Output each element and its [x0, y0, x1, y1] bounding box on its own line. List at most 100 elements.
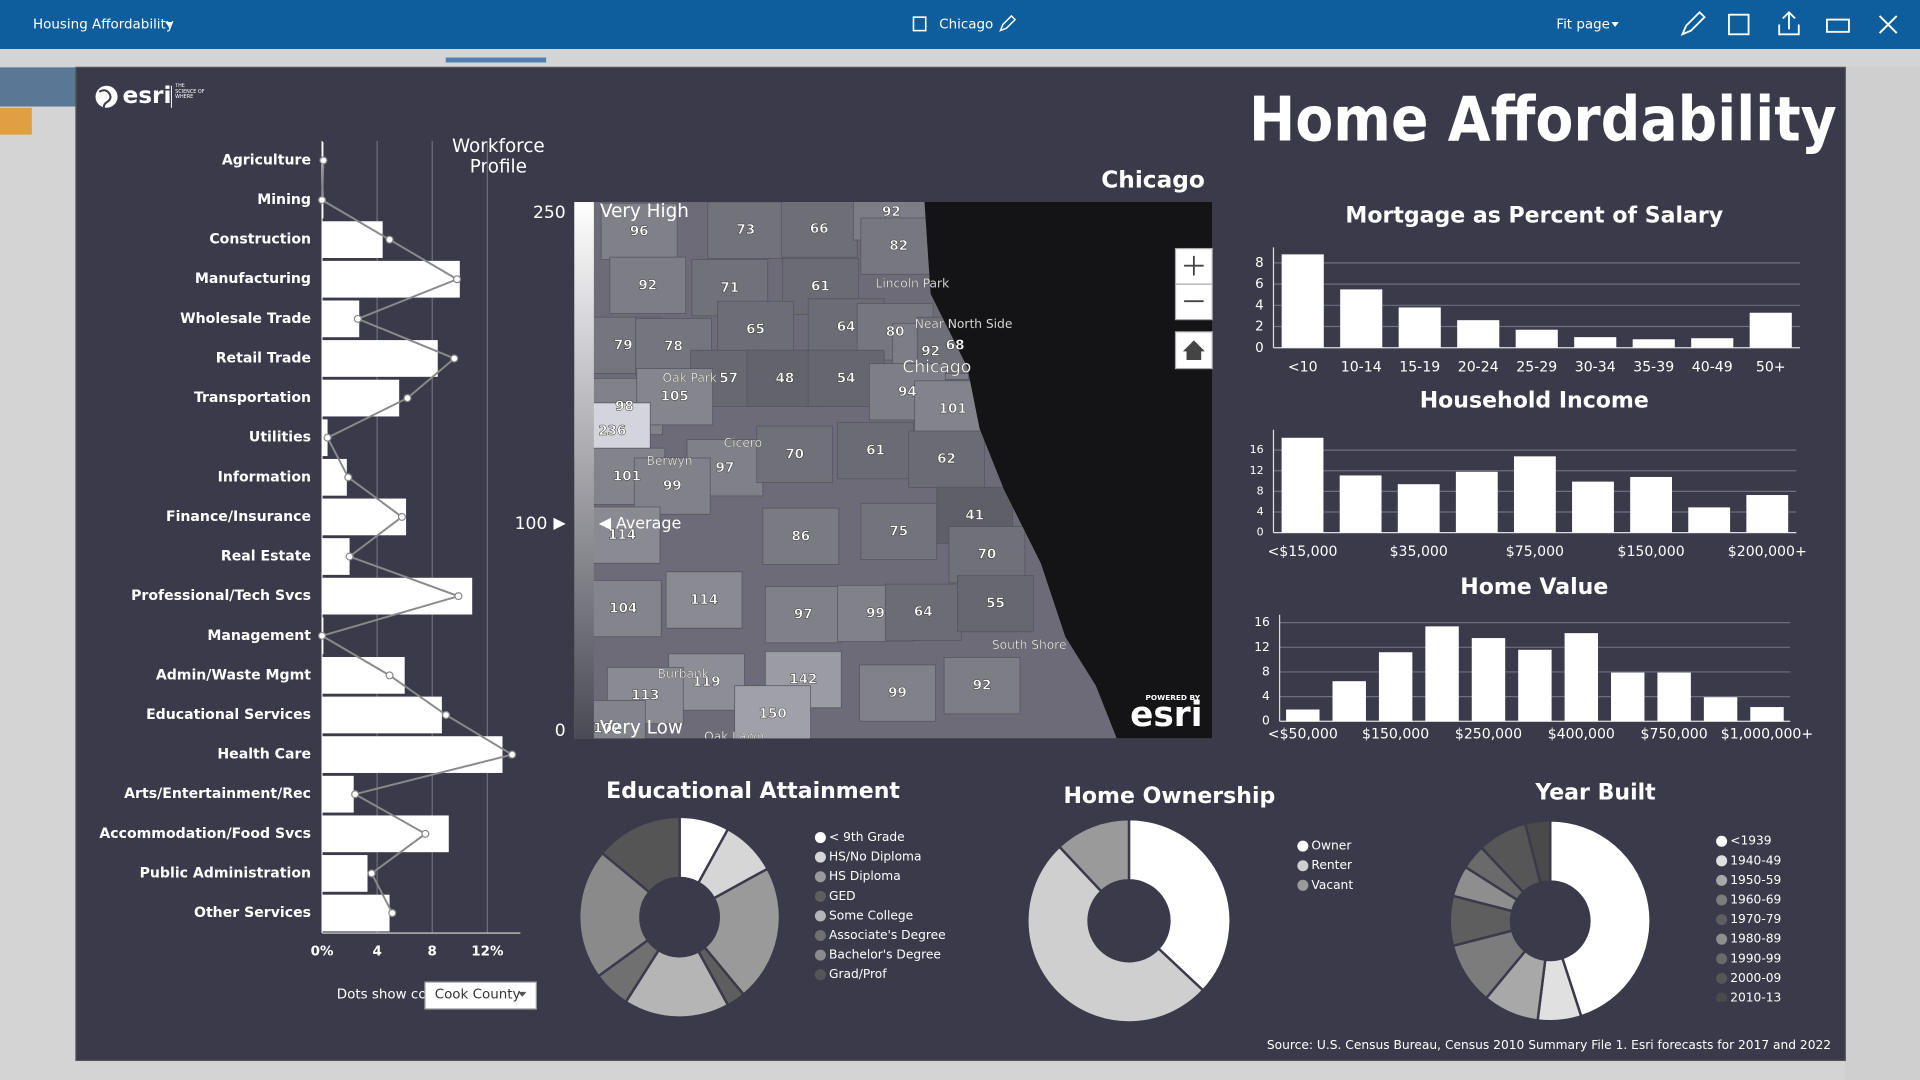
y-tick-label: 12	[1250, 464, 1264, 477]
area-value-label: 114	[608, 528, 636, 543]
share-icon[interactable]	[1778, 10, 1800, 36]
category-label: Management	[207, 628, 311, 644]
bar	[1750, 707, 1784, 722]
comparison-dot	[388, 909, 397, 918]
area-value-label: 79	[614, 338, 633, 353]
x-tick-label: $35,000	[1390, 544, 1448, 560]
x-tick-label: $200,000+	[1728, 544, 1807, 560]
edit-title-icon[interactable]	[999, 14, 1017, 32]
legend-swatch	[1297, 840, 1309, 852]
edit-icon[interactable]	[1680, 10, 1706, 37]
area-value-label: 61	[866, 444, 885, 459]
zoom-caret[interactable]	[1611, 22, 1619, 27]
zoom-select[interactable]: Fit page	[1556, 17, 1610, 32]
area-value-label: 101	[939, 402, 967, 417]
place-name: Burbank	[658, 667, 710, 681]
logo-text: esri	[122, 82, 171, 109]
y-tick-label: 8	[1255, 256, 1264, 271]
bar	[1281, 437, 1324, 533]
app-menu-caret[interactable]	[165, 22, 173, 27]
legend-label: Some College	[829, 908, 913, 922]
open-icon[interactable]	[1728, 13, 1750, 36]
category-label: Professional/Tech Svcs	[131, 588, 311, 604]
comparison-dot	[351, 790, 360, 799]
bar	[322, 340, 438, 377]
area-value-label: 97	[716, 461, 735, 476]
area-value-label: 150	[759, 707, 787, 722]
area-value-label: 92	[921, 344, 940, 359]
bar	[1397, 484, 1440, 533]
bar	[1632, 339, 1675, 348]
comparison-dot	[421, 829, 430, 838]
x-tick-label: $250,000	[1455, 727, 1522, 743]
close-icon[interactable]	[1878, 15, 1898, 34]
x-tick-label: 25-29	[1516, 359, 1557, 375]
home-icon[interactable]	[1182, 340, 1205, 360]
area-value-label: 92	[973, 679, 992, 694]
x-tick-label: <10	[1288, 359, 1318, 375]
app-title[interactable]: Housing Affordability	[33, 17, 174, 32]
y-tick-label: 4	[1255, 298, 1264, 313]
expand-button[interactable]	[0, 107, 32, 135]
scale-low-label: Very Low	[600, 718, 683, 739]
bar	[1340, 289, 1383, 348]
map-area	[859, 664, 936, 722]
comparison-dot	[323, 433, 332, 442]
category-label: Mining	[257, 192, 311, 208]
comparison-dot	[318, 195, 327, 205]
donut-segment	[1523, 819, 1552, 885]
bar	[1455, 471, 1498, 533]
print-icon[interactable]	[1826, 18, 1850, 33]
legend-label: Bachelor's Degree	[829, 948, 941, 962]
tab-indicator	[445, 57, 547, 63]
category-label: Accommodation/Food Svcs	[99, 826, 311, 842]
category-label: Arts/Entertainment/Rec	[124, 786, 311, 802]
area-value-label: 82	[889, 239, 908, 254]
bar	[322, 300, 360, 338]
y-tick-label: 16	[1250, 443, 1264, 456]
map-area	[943, 657, 1021, 715]
workforce-chart: 0% 4 8 12% Agriculture Mining Construction Manu…	[99, 140, 521, 959]
area-value-label: 48	[776, 371, 795, 386]
area-value-label: 142	[789, 673, 817, 688]
bar	[322, 894, 390, 932]
legend-swatch	[814, 832, 826, 844]
legend-swatch	[814, 949, 826, 961]
donut-segment	[578, 851, 652, 978]
legend-label: 1990-99	[1730, 951, 1781, 965]
source-note: Source: U.S. Census Bureau, Census 2010 …	[1267, 1038, 1831, 1052]
x-tick-label: <$15,000	[1268, 544, 1338, 560]
x-tick-label: <$50,000	[1268, 727, 1338, 743]
y-tick-label: 16	[1254, 615, 1270, 629]
zoom-in[interactable]	[1184, 255, 1204, 276]
chart-title: Mortgage as Percent of Salary	[1345, 204, 1723, 229]
comparison-line	[319, 160, 515, 914]
dropdown-caret[interactable]	[517, 991, 527, 997]
place-name: Oak Lawn	[704, 730, 764, 744]
legend-swatch	[814, 930, 826, 942]
area-value-label: 119	[692, 675, 720, 690]
x-tick-label: $1,000,000+	[1721, 727, 1813, 743]
legend-swatch	[1716, 894, 1728, 906]
category-label: Other Services	[194, 905, 311, 921]
place-name: Cicero	[724, 436, 762, 450]
x-tick-label: 4	[372, 944, 381, 959]
x-tick-label: 0%	[311, 944, 334, 959]
scale-tick-label: 100	[515, 514, 548, 534]
workforce-title-box: Workforce Profile	[452, 136, 545, 177]
map-area	[633, 457, 711, 515]
area-value-label: 113	[631, 689, 659, 704]
comparison-dropdown[interactable]	[424, 981, 537, 1010]
comparison-area[interactable]: Cook County	[435, 987, 521, 1002]
x-tick-label: 12%	[471, 944, 504, 959]
place-name: Lincoln Park	[876, 277, 951, 291]
area-value-label: 41	[965, 509, 984, 524]
page-title: Chicago	[939, 17, 993, 32]
category-label: Admin/Waste Mgmt	[156, 667, 311, 683]
legend-label: 1960-69	[1730, 893, 1781, 907]
map-area	[665, 571, 743, 629]
legend-label: < 9th Grade	[829, 830, 905, 844]
area-value-label: 99	[663, 479, 682, 494]
map-area	[734, 685, 811, 739]
area-value-label: 104	[609, 602, 637, 617]
